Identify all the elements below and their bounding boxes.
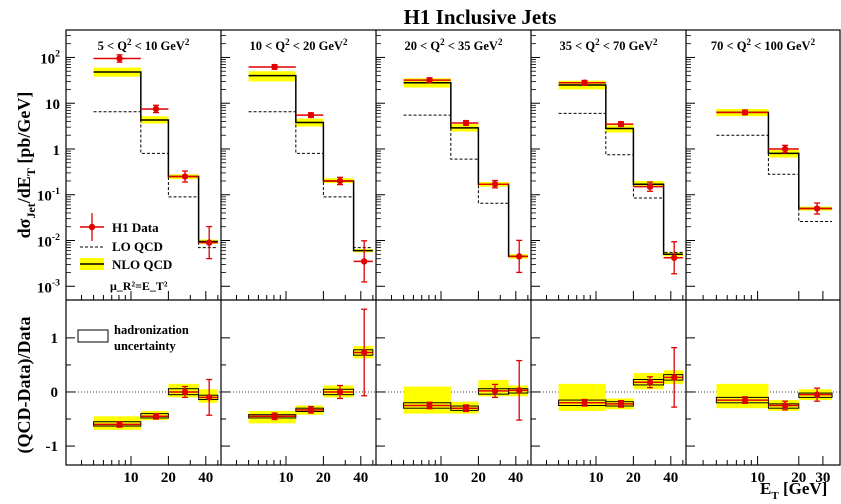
x-tick-label: 10 <box>433 470 448 486</box>
data-point <box>426 76 433 84</box>
panel-5: 70 < Q2 < 100 GeV2 10 20 30 <box>686 37 841 486</box>
y-tick-label-top: 10-2 <box>37 232 60 251</box>
ratio-point <box>426 402 433 409</box>
data-point <box>336 177 344 185</box>
data-point <box>741 109 749 116</box>
ratio-point <box>462 404 470 412</box>
y-axis-label-top: dσJet/dET [pb/GeV] <box>14 92 38 239</box>
data-point <box>617 120 625 128</box>
legend-hadr-box <box>77 329 109 343</box>
nlo-qcd-line <box>558 84 683 256</box>
legend-hadr-line2: uncertainty <box>114 339 177 353</box>
nlo-qcd-line <box>248 74 373 252</box>
data-point <box>462 119 470 127</box>
legend-bottom: hadronization uncertainty <box>77 323 189 353</box>
legend-hadr-line1: hadronization <box>114 323 189 337</box>
ratio-point <box>781 402 789 409</box>
data-point <box>781 145 789 153</box>
nlo-qcd-line <box>716 111 833 210</box>
ratio-band <box>403 386 451 414</box>
y-tick-label-top: 10-1 <box>37 186 60 205</box>
x-tick-label: 40 <box>508 470 523 486</box>
x-tick-label: 20 <box>626 470 641 486</box>
y-tick-label-bottom: 1 <box>51 331 59 347</box>
x-tick-label: 40 <box>663 470 678 486</box>
panel-1: 5 < Q2 < 10 GeV2 10 20 40 <box>66 37 221 486</box>
data-point <box>116 55 123 62</box>
ratio-point <box>152 413 160 420</box>
data-point <box>360 258 368 265</box>
y-tick-label-top: 102 <box>40 49 60 68</box>
x-tick-label: 10 <box>123 470 138 486</box>
x-tick-label: 40 <box>198 470 213 486</box>
x-tick-label: 10 <box>750 470 765 486</box>
x-tick-label: 40 <box>353 470 368 486</box>
y-tick-label-top: 10 <box>45 97 60 113</box>
figure-title: H1 Inclusive Jets <box>404 5 557 29</box>
data-point <box>813 205 821 212</box>
data-point <box>581 79 588 86</box>
ratio-point <box>181 388 189 396</box>
ratio-point <box>813 391 821 398</box>
ratio-point <box>646 379 654 386</box>
ratio-point <box>271 413 278 420</box>
data-point <box>646 183 654 190</box>
panel-2: 10 < Q2 < 20 GeV2 10 20 40 <box>221 37 376 486</box>
x-tick-label: 20 <box>471 470 486 486</box>
legend-lo-label: LO QCD <box>112 239 163 254</box>
ratio-point <box>205 394 213 401</box>
ratio-point <box>116 421 123 428</box>
legend-top: H1 Data LO QCD NLO QCD μ_R²=E_T² <box>80 213 172 293</box>
panel-3: 20 < Q2 < 35 GeV2 10 20 40 <box>376 37 531 486</box>
ratio-band <box>716 383 769 409</box>
y-tick-label-top: 10-3 <box>37 278 60 297</box>
ratio-point <box>336 388 344 396</box>
x-tick-label: 30 <box>815 470 830 486</box>
data-point <box>205 239 213 246</box>
panel-q2-label: 5 < Q2 < 10 GeV2 <box>98 37 190 53</box>
data-point <box>491 180 499 188</box>
data-point <box>307 111 315 119</box>
y-tick-label-bottom: 0 <box>51 385 59 401</box>
x-axis-label: ET [GeV] <box>760 479 827 502</box>
x-tick-label: 20 <box>161 470 176 486</box>
ratio-point <box>491 387 499 395</box>
x-tick-label: 10 <box>588 470 603 486</box>
data-point <box>152 105 160 113</box>
ratio-point <box>741 396 749 404</box>
lo-qcd-line <box>716 134 833 223</box>
panel-q2-label: 35 < Q2 < 70 GeV2 <box>560 37 658 53</box>
ratio-point <box>307 406 315 414</box>
data-point <box>515 253 523 260</box>
y-axis-label-bottom: (QCD-Data)/Data <box>14 317 35 454</box>
panel-4: 35 < Q2 < 70 GeV2 10 20 40 <box>531 37 686 486</box>
legend-scale-label: μ_R²=E_T² <box>110 279 168 293</box>
y-tick-label-bottom: -1 <box>46 439 59 455</box>
ratio-point <box>617 400 625 408</box>
data-point <box>271 63 278 71</box>
data-point <box>181 173 189 180</box>
ratio-point <box>515 387 523 394</box>
ratio-point <box>670 374 678 381</box>
y-tick-label-top: 1 <box>53 143 61 159</box>
x-tick-label: 20 <box>316 470 331 486</box>
legend-data-label: H1 Data <box>112 220 159 235</box>
x-tick-label: 10 <box>278 470 293 486</box>
ratio-point <box>581 399 588 406</box>
legend-nlo-label: NLO QCD <box>112 257 172 272</box>
legend-data-marker <box>88 223 96 231</box>
x-tick-label: 20 <box>791 470 806 486</box>
panel-q2-label: 70 < Q2 < 100 GeV2 <box>711 37 816 53</box>
nlo-qcd-line <box>403 82 528 258</box>
panel-q2-label: 20 < Q2 < 35 GeV2 <box>405 37 503 53</box>
panel-q2-label: 10 < Q2 < 20 GeV2 <box>250 37 348 53</box>
ratio-point <box>360 349 368 356</box>
data-point <box>670 254 678 261</box>
ratio-band <box>558 383 606 411</box>
nlo-qcd-line <box>93 71 218 243</box>
